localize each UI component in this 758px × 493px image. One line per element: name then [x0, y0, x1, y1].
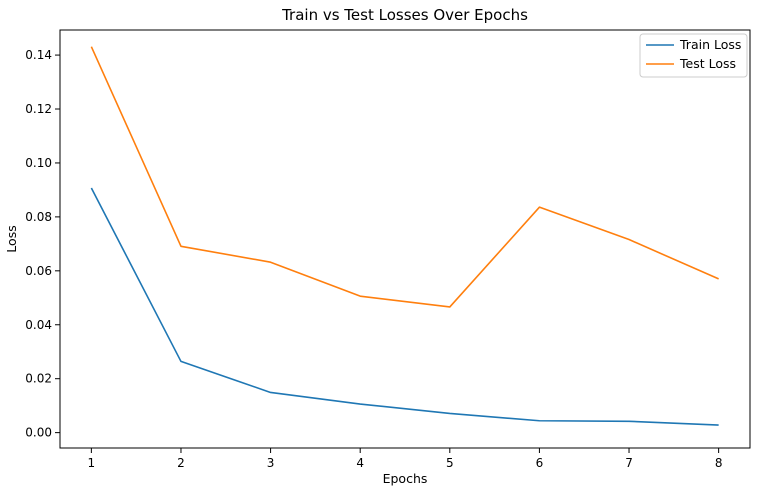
y-tick-label: 0.06: [25, 264, 52, 278]
y-tick-label: 0.10: [25, 156, 52, 170]
y-tick-label: 0.00: [25, 426, 52, 440]
series-line-test-loss: [90, 46, 719, 308]
y-tick-label: 0.04: [25, 318, 52, 332]
x-axis-ticks: 1 2 3 4 5 6 7 8: [88, 448, 723, 470]
x-tick-label: 6: [536, 456, 544, 470]
x-tick-label: 4: [356, 456, 364, 470]
plot-area: [59, 29, 751, 449]
y-axis-ticks: 0.00 0.02 0.04 0.06 0.08 0.10 0.12 0.14: [25, 48, 60, 440]
y-tick-label: 0.08: [25, 210, 52, 224]
legend: Train Loss Test Loss: [639, 33, 748, 78]
series-lines: [90, 46, 719, 426]
x-tick-label: 3: [267, 456, 275, 470]
x-tick-label: 2: [177, 456, 185, 470]
series-line-train-loss: [90, 187, 719, 426]
y-tick-label: 0.14: [25, 48, 52, 62]
y-tick-label: 0.12: [25, 102, 52, 116]
x-tick-label: 5: [446, 456, 454, 470]
x-tick-label: 8: [715, 456, 723, 470]
legend-label-train: Train Loss: [679, 37, 741, 52]
chart-title: Train vs Test Losses Over Epochs: [281, 6, 528, 24]
y-axis-label: Loss: [4, 225, 19, 252]
x-tick-label: 7: [625, 456, 633, 470]
x-axis-label: Epochs: [383, 471, 428, 486]
x-tick-label: 1: [88, 456, 96, 470]
legend-label-test: Test Loss: [679, 56, 736, 71]
y-tick-label: 0.02: [25, 372, 52, 386]
